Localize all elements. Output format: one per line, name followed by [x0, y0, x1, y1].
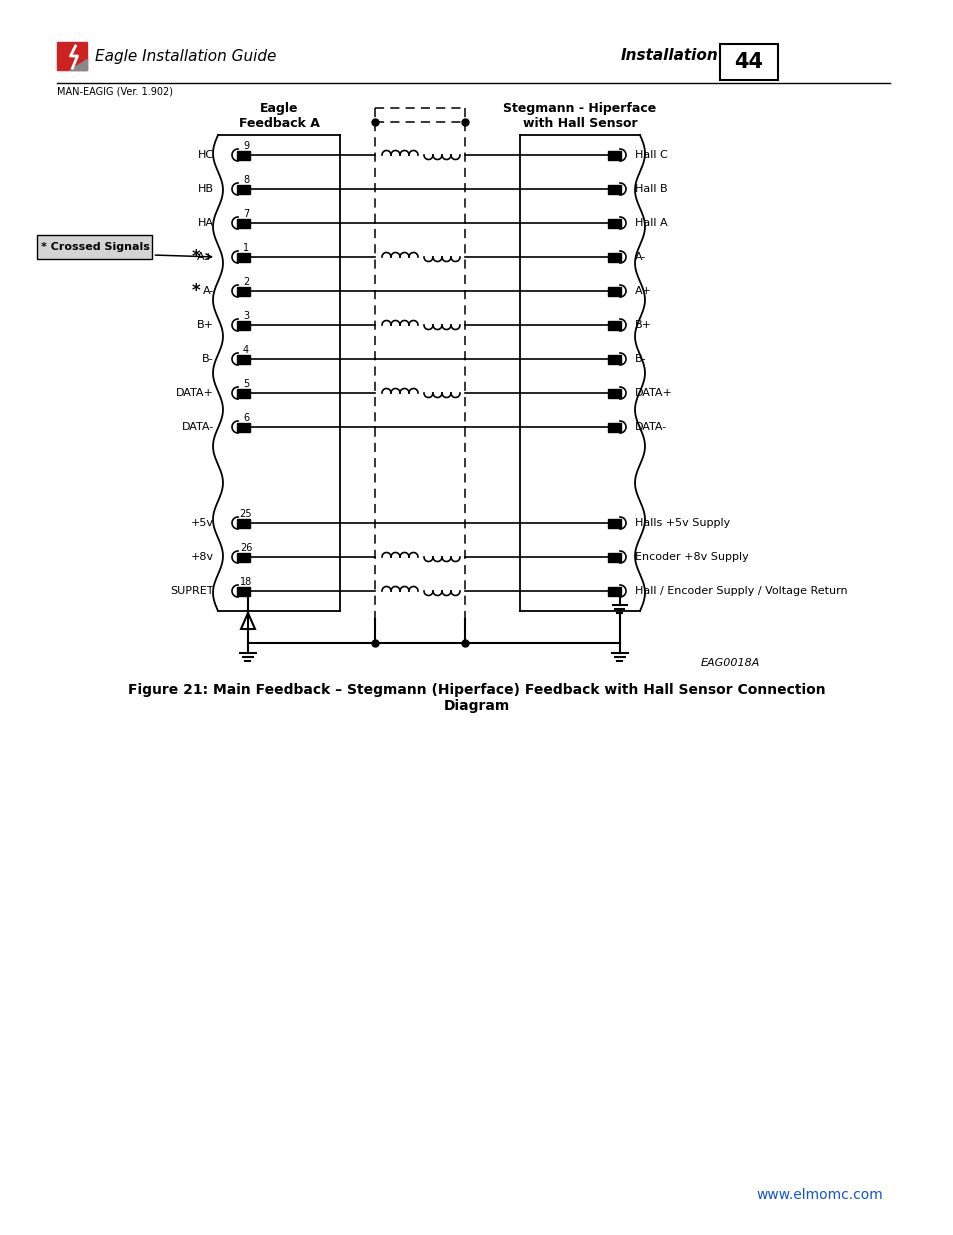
Text: Eagle Installation Guide: Eagle Installation Guide [95, 48, 276, 63]
Text: Hall / Encoder Supply / Voltage Return: Hall / Encoder Supply / Voltage Return [635, 585, 846, 597]
Bar [236, 287, 250, 295]
Text: 18: 18 [239, 577, 252, 587]
Text: Installation: Installation [619, 48, 718, 63]
Bar [607, 184, 620, 194]
Bar [607, 519, 620, 527]
Bar [236, 151, 250, 159]
Text: +5v: +5v [191, 517, 213, 529]
Bar [236, 587, 250, 595]
Text: Encoder +8v Supply: Encoder +8v Supply [635, 552, 748, 562]
Text: A+: A+ [635, 287, 651, 296]
Bar [607, 389, 620, 398]
Bar [607, 552, 620, 562]
Text: Hall B: Hall B [635, 184, 667, 194]
Text: EAG0018A: EAG0018A [700, 658, 760, 668]
Text: 3: 3 [243, 311, 249, 321]
Text: HB: HB [198, 184, 213, 194]
Text: 5: 5 [243, 379, 249, 389]
Text: A-: A- [635, 252, 646, 262]
Text: 7: 7 [243, 209, 249, 219]
Text: HC: HC [197, 149, 213, 161]
Bar [236, 422, 250, 431]
Text: DATA+: DATA+ [176, 388, 213, 398]
Text: 44: 44 [734, 52, 762, 72]
Text: * Crossed Signals: * Crossed Signals [41, 242, 150, 252]
Text: 2: 2 [243, 277, 249, 287]
Text: 25: 25 [239, 509, 252, 519]
Text: B+: B+ [635, 320, 651, 330]
Text: B-: B- [202, 354, 213, 364]
Bar [236, 321, 250, 330]
Bar [236, 519, 250, 527]
Text: 9: 9 [243, 141, 249, 151]
Text: 1: 1 [243, 243, 249, 253]
Bar [236, 184, 250, 194]
Text: *: * [192, 282, 200, 300]
Text: 8: 8 [243, 175, 249, 185]
Bar [607, 321, 620, 330]
Text: B+: B+ [196, 320, 213, 330]
Text: DATA+: DATA+ [635, 388, 672, 398]
Text: Diagram: Diagram [443, 699, 510, 713]
Bar [607, 219, 620, 227]
Text: Eagle
Feedback A: Eagle Feedback A [238, 103, 319, 130]
Bar [57, 42, 87, 70]
Bar [607, 587, 620, 595]
Text: DATA-: DATA- [635, 422, 666, 432]
Text: Figure 21: Main Feedback – Stegmann (Hiperface) Feedback with Hall Sensor Connec: Figure 21: Main Feedback – Stegmann (Hip… [128, 683, 825, 697]
Bar [37, 235, 152, 259]
Bar [607, 252, 620, 262]
Text: MAN-EAGIG (Ver. 1.902): MAN-EAGIG (Ver. 1.902) [57, 86, 172, 96]
Bar [720, 44, 778, 80]
Text: Hall C: Hall C [635, 149, 667, 161]
Text: +8v: +8v [191, 552, 213, 562]
Text: A-: A- [202, 287, 213, 296]
Text: 4: 4 [243, 345, 249, 354]
Bar [607, 422, 620, 431]
Bar [236, 354, 250, 363]
Text: B-: B- [635, 354, 646, 364]
Bar [607, 151, 620, 159]
Bar [607, 287, 620, 295]
Text: Hall A: Hall A [635, 219, 667, 228]
Text: 6: 6 [243, 412, 249, 424]
Text: *: * [192, 248, 200, 266]
Text: HA: HA [198, 219, 213, 228]
Bar [236, 219, 250, 227]
Text: www.elmomc.com: www.elmomc.com [756, 1188, 882, 1202]
Text: A+: A+ [196, 252, 213, 262]
Bar [607, 354, 620, 363]
Polygon shape [69, 59, 87, 70]
Bar [236, 252, 250, 262]
Text: Stegmann - Hiperface
with Hall Sensor: Stegmann - Hiperface with Hall Sensor [503, 103, 656, 130]
Bar [236, 552, 250, 562]
Text: Halls +5v Supply: Halls +5v Supply [635, 517, 729, 529]
Text: SUPRET: SUPRET [171, 585, 213, 597]
Text: DATA-: DATA- [182, 422, 213, 432]
Text: 26: 26 [239, 543, 252, 553]
Bar [236, 389, 250, 398]
